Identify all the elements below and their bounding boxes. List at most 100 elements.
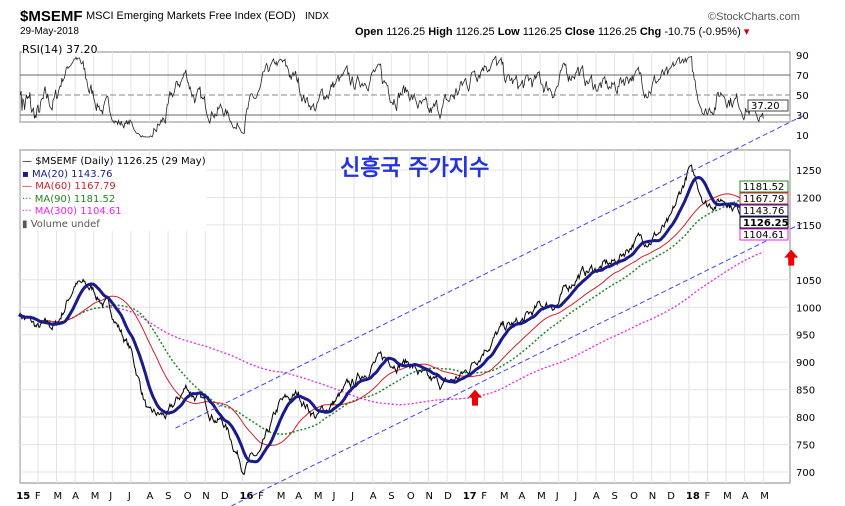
x-tick-label: J — [555, 491, 559, 502]
legend-ma60: — MA(60) 1167.79 — [22, 181, 116, 192]
rsi-last-value: 37.20 — [751, 101, 780, 112]
last-value-ma60: 1167.79 — [743, 194, 784, 205]
x-tick-label: J — [350, 491, 354, 502]
open-value: 1126.25 — [386, 26, 426, 38]
legend-price: — $MSEMF (Daily) 1126.25 (29 May) — [22, 156, 206, 167]
x-tick-label: A — [519, 491, 526, 502]
x-tick-label: A — [72, 491, 79, 502]
chg-value: -10.75 (-0.95%) — [664, 26, 741, 38]
x-tick-label: A — [593, 491, 600, 502]
y-tick-label: 800 — [796, 413, 815, 424]
x-tick-label: O — [630, 491, 638, 502]
legend-volume: ▮ Volume undef — [22, 218, 100, 230]
x-tick-label: N — [426, 491, 433, 502]
x-tick-label: M — [760, 491, 769, 502]
down-triangle-icon: ▾ — [743, 26, 750, 38]
y-tick-label: 1150 — [796, 221, 821, 232]
index-name: MSCI Emerging Markets Free Index (EOD) — [86, 10, 296, 22]
rsi-last-box — [747, 99, 789, 112]
x-tick-label: J — [573, 491, 577, 502]
ma90-line — [36, 199, 764, 435]
x-tick-label: M — [277, 491, 286, 502]
last-value-box — [739, 204, 789, 217]
x-tick-label: D — [444, 491, 452, 502]
y-tick-label: 700 — [796, 468, 815, 479]
date: 29-May-2018 — [20, 26, 79, 37]
high-label: High — [428, 26, 453, 38]
symbol: $MSEMF — [20, 8, 83, 25]
last-value-box — [739, 216, 789, 229]
x-tick-label: A — [147, 491, 154, 502]
last-value-ma20: 1143.76 — [743, 206, 784, 217]
rsi-tick-label: 50 — [796, 91, 809, 102]
x-tick-label: F — [35, 491, 41, 502]
x-tick-label: M — [54, 491, 63, 502]
x-tick-label: S — [165, 491, 171, 502]
ma20-line — [18, 175, 765, 464]
x-tick-label: J — [332, 491, 336, 502]
last-value-ma300: 1104.61 — [743, 230, 784, 241]
close-label: Close — [564, 26, 595, 38]
x-tick-label: N — [649, 491, 656, 502]
rsi-label: RSI(14) 37.20 — [22, 43, 98, 56]
ma60-line — [18, 193, 764, 446]
brand: ©StockCharts.com — [708, 11, 800, 23]
red-arrow-icon — [468, 389, 482, 406]
trendline — [175, 114, 805, 429]
x-tick-label: M — [723, 491, 732, 502]
x-tick-label: A — [370, 491, 377, 502]
trendline — [231, 221, 805, 506]
y-tick-label: 950 — [796, 331, 815, 342]
x-tick-label: A — [295, 491, 302, 502]
low-value: 1126.25 — [522, 26, 562, 38]
x-tick-label: 17 — [463, 491, 477, 502]
rsi-tick-label: 90 — [796, 51, 809, 62]
last-value-box — [739, 192, 789, 205]
y-tick-label: 1250 — [796, 166, 821, 177]
close-value: 1126.25 — [597, 26, 637, 38]
x-tick-label: M — [500, 491, 509, 502]
legend-ma300: ··· MA(300) 1104.61 — [22, 206, 122, 217]
y-tick-label: 900 — [796, 358, 815, 369]
rsi-tick-label: 10 — [796, 131, 809, 142]
last-value-box — [739, 228, 789, 241]
x-tick-label: F — [705, 491, 711, 502]
x-tick-label: 18 — [686, 491, 700, 502]
legend-ma20: ▪ MA(20) 1143.76 — [22, 168, 113, 180]
last-value-close: 1126.25 — [743, 218, 789, 229]
low-label: Low — [497, 26, 520, 38]
rsi-panel — [19, 51, 791, 123]
price-line — [18, 164, 764, 475]
x-tick-label: F — [258, 491, 264, 502]
chg-label: Chg — [639, 26, 662, 38]
ma300-line — [72, 251, 764, 406]
last-value-box — [739, 180, 789, 193]
x-tick-label: M — [91, 491, 100, 502]
open-label: Open — [355, 26, 384, 38]
legend-ma90: ··· MA(90) 1181.52 — [22, 193, 116, 205]
exchange: INDX — [305, 11, 329, 22]
x-tick-label: J — [108, 491, 112, 502]
x-tick-label: O — [184, 491, 192, 502]
x-tick-label: O — [407, 491, 415, 502]
x-tick-label: S — [612, 491, 618, 502]
x-tick-label: F — [481, 491, 487, 502]
korean-title: 신흥국 주가지수 — [340, 156, 490, 181]
high-value: 1126.25 — [455, 26, 495, 38]
y-tick-label: 750 — [796, 441, 815, 452]
red-arrow-icon — [784, 249, 799, 266]
last-value-ma90: 1181.52 — [743, 182, 784, 193]
y-tick-label: 1050 — [796, 276, 821, 287]
rsi-line — [19, 55, 764, 138]
x-tick-label: D — [667, 491, 675, 502]
x-tick-label: 16 — [240, 491, 254, 502]
y-tick-label: 850 — [796, 386, 815, 397]
x-tick-label: D — [221, 491, 229, 502]
legend: — $MSEMF (Daily) 1126.25 (29 May) ▪ MA(2… — [22, 156, 206, 231]
x-tick-label: M — [314, 491, 323, 502]
x-tick-label: A — [742, 491, 749, 502]
x-tick-label: M — [537, 491, 546, 502]
y-tick-label: 1200 — [796, 193, 821, 204]
